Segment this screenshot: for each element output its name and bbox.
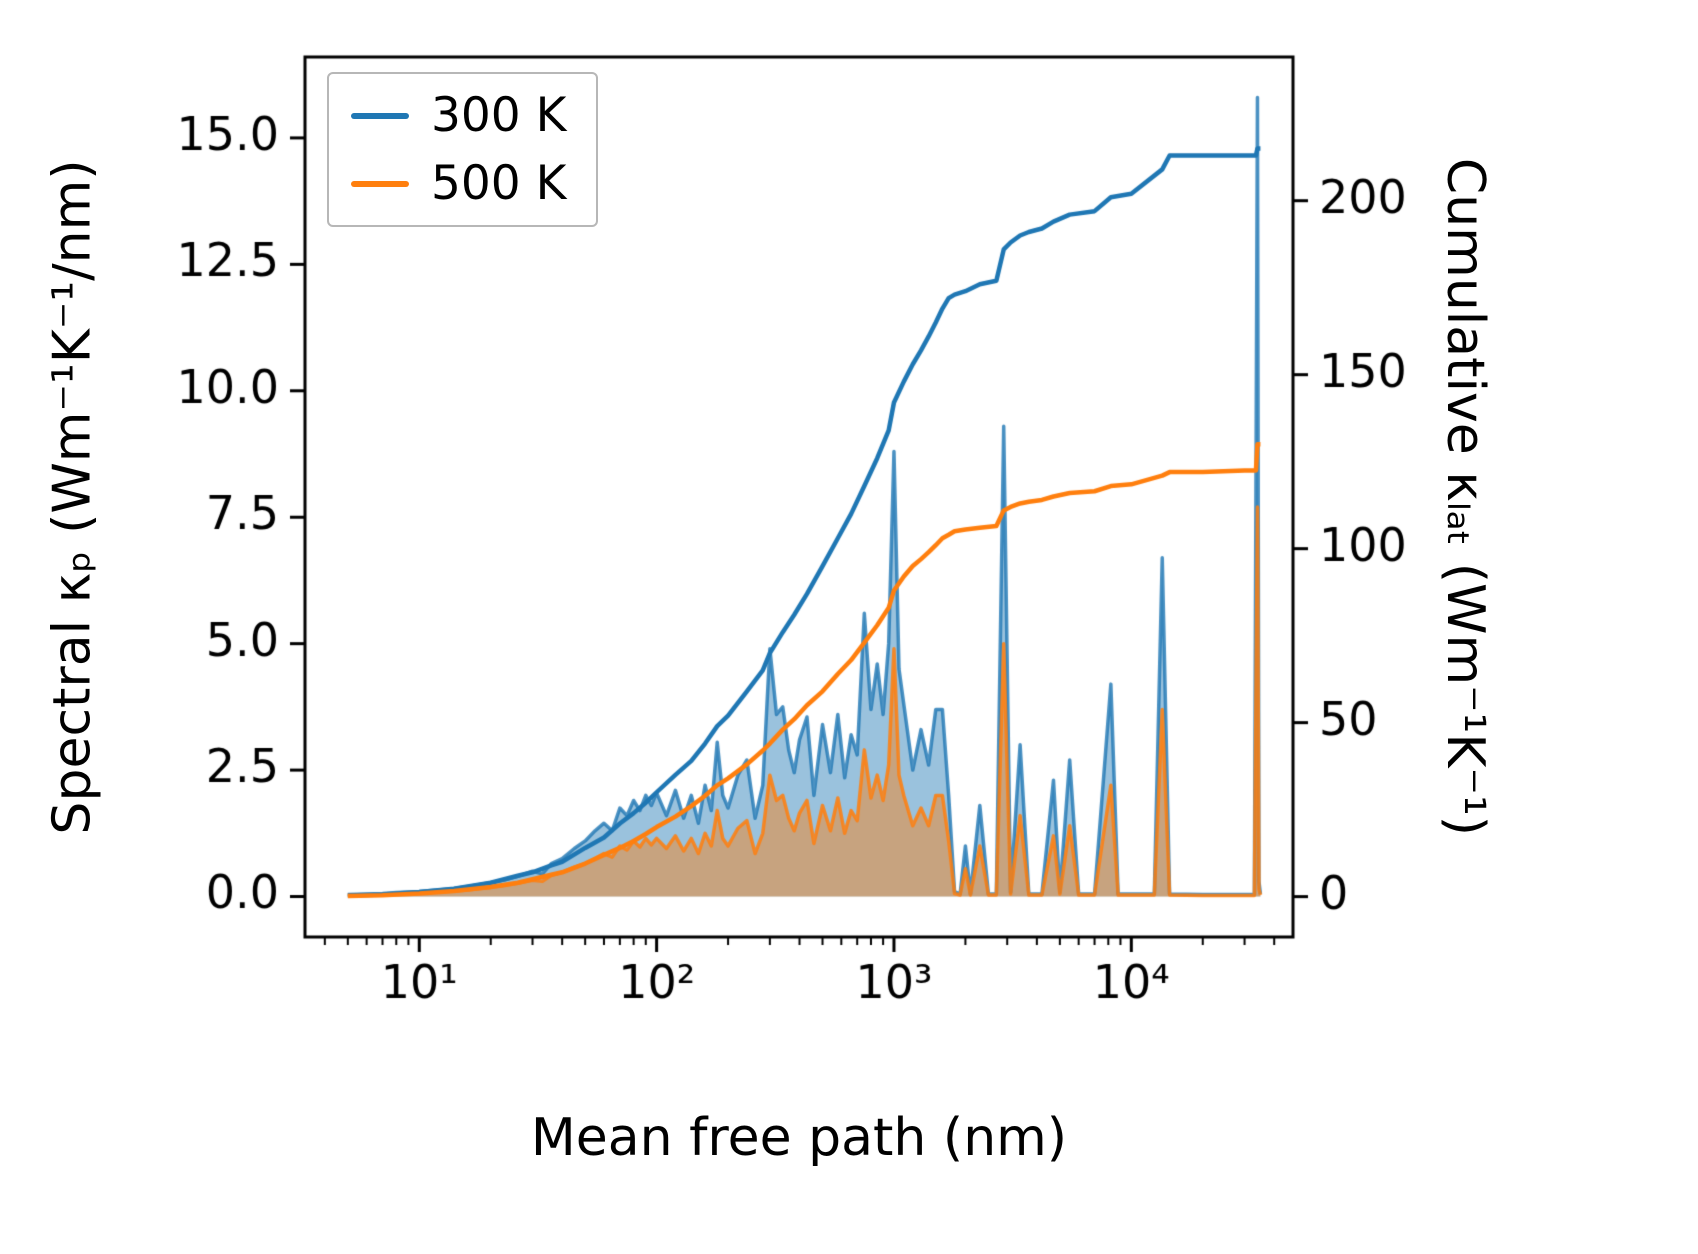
legend-label-500k: 500 K <box>431 155 567 211</box>
legend-line-sample-500k <box>351 180 409 187</box>
right-y-axis-label: Cumulative κₗₐₜ (Wm⁻¹K⁻¹) <box>1435 157 1496 837</box>
left-y-axis-label-wrap: Spectral κₚ (Wm⁻¹K⁻¹/nm) <box>18 57 128 937</box>
x-axis-label: Mean free path (nm) <box>530 1108 1068 1168</box>
legend-item-300k: 300 K <box>351 90 566 142</box>
right-y-axis-label-wrap: Cumulative κₗₐₜ (Wm⁻¹K⁻¹) <box>1400 57 1530 937</box>
left-y-axis-label: Spectral κₚ (Wm⁻¹K⁻¹/nm) <box>43 159 103 835</box>
legend: 300 K 500 K <box>327 72 599 228</box>
legend-item-500k: 500 K <box>351 155 567 211</box>
legend-label-300k: 300 K <box>431 88 567 143</box>
legend-line-sample-300k <box>351 112 409 119</box>
